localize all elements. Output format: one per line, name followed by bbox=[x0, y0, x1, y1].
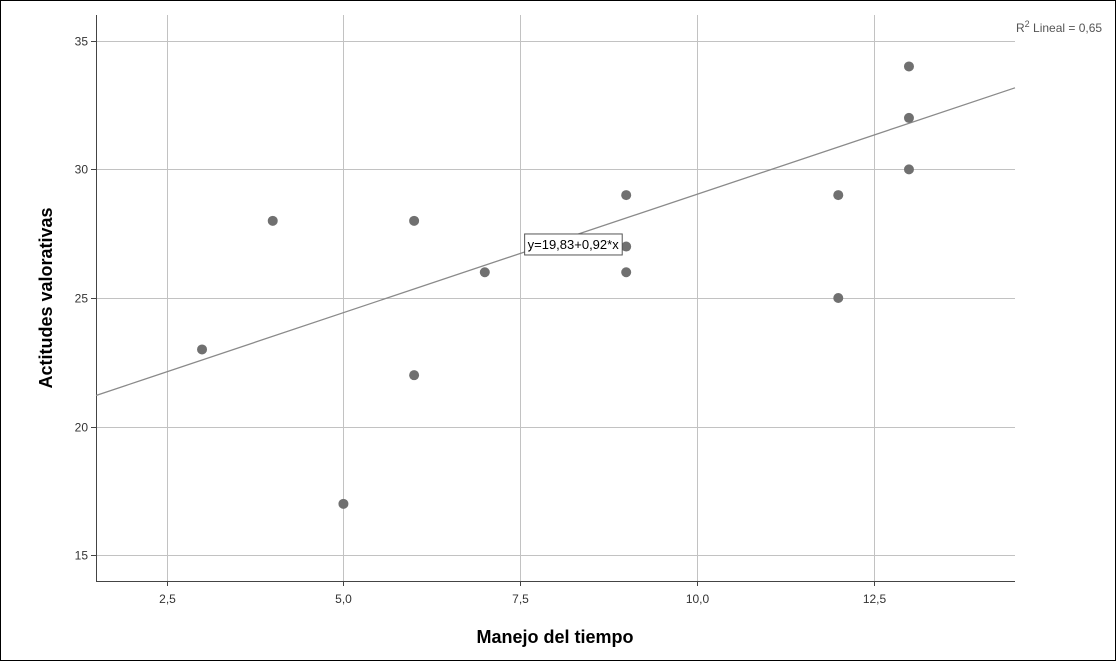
y-tick-label: 20 bbox=[75, 421, 89, 435]
axis-layer bbox=[91, 15, 1015, 586]
data-point bbox=[338, 498, 349, 509]
data-point bbox=[903, 164, 914, 175]
y-axis-title: Actitudes valorativas bbox=[36, 207, 56, 388]
data-point bbox=[409, 215, 420, 226]
r2-label: R2 Lineal = 0,65 bbox=[1016, 19, 1102, 35]
y-tick-label: 30 bbox=[75, 163, 89, 177]
data-point bbox=[903, 61, 914, 72]
data-point bbox=[833, 190, 844, 201]
equation-label: y=19,83+0,92*x bbox=[528, 237, 620, 252]
data-point bbox=[621, 190, 632, 201]
data-point bbox=[267, 215, 278, 226]
data-point bbox=[197, 344, 208, 355]
x-tick-label: 10,0 bbox=[686, 592, 710, 606]
y-tick-label: 15 bbox=[75, 549, 89, 563]
data-point bbox=[621, 241, 632, 252]
data-point bbox=[621, 267, 632, 278]
x-tick-label: 5,0 bbox=[335, 592, 352, 606]
x-tick-label: 7,5 bbox=[512, 592, 529, 606]
data-point bbox=[479, 267, 490, 278]
y-tick-label: 25 bbox=[75, 292, 89, 306]
x-tick-label: 2,5 bbox=[159, 592, 176, 606]
x-tick-label: 12,5 bbox=[863, 592, 887, 606]
x-axis-title: Manejo del tiempo bbox=[476, 627, 633, 647]
data-point bbox=[833, 293, 844, 303]
label-layer: Manejo del tiempo Actitudes valorativas … bbox=[36, 19, 1102, 647]
r2-label-suffix: Lineal = 0,65 bbox=[1030, 21, 1103, 35]
equation-label-box bbox=[524, 233, 623, 256]
r2-label-prefix: R bbox=[1016, 21, 1025, 35]
data-point bbox=[409, 370, 420, 381]
y-tick-label: 35 bbox=[75, 35, 89, 49]
grid-layer bbox=[96, 15, 1015, 581]
r2-label-superscript: 2 bbox=[1025, 19, 1030, 29]
points-layer bbox=[197, 61, 914, 509]
data-point bbox=[903, 112, 914, 123]
